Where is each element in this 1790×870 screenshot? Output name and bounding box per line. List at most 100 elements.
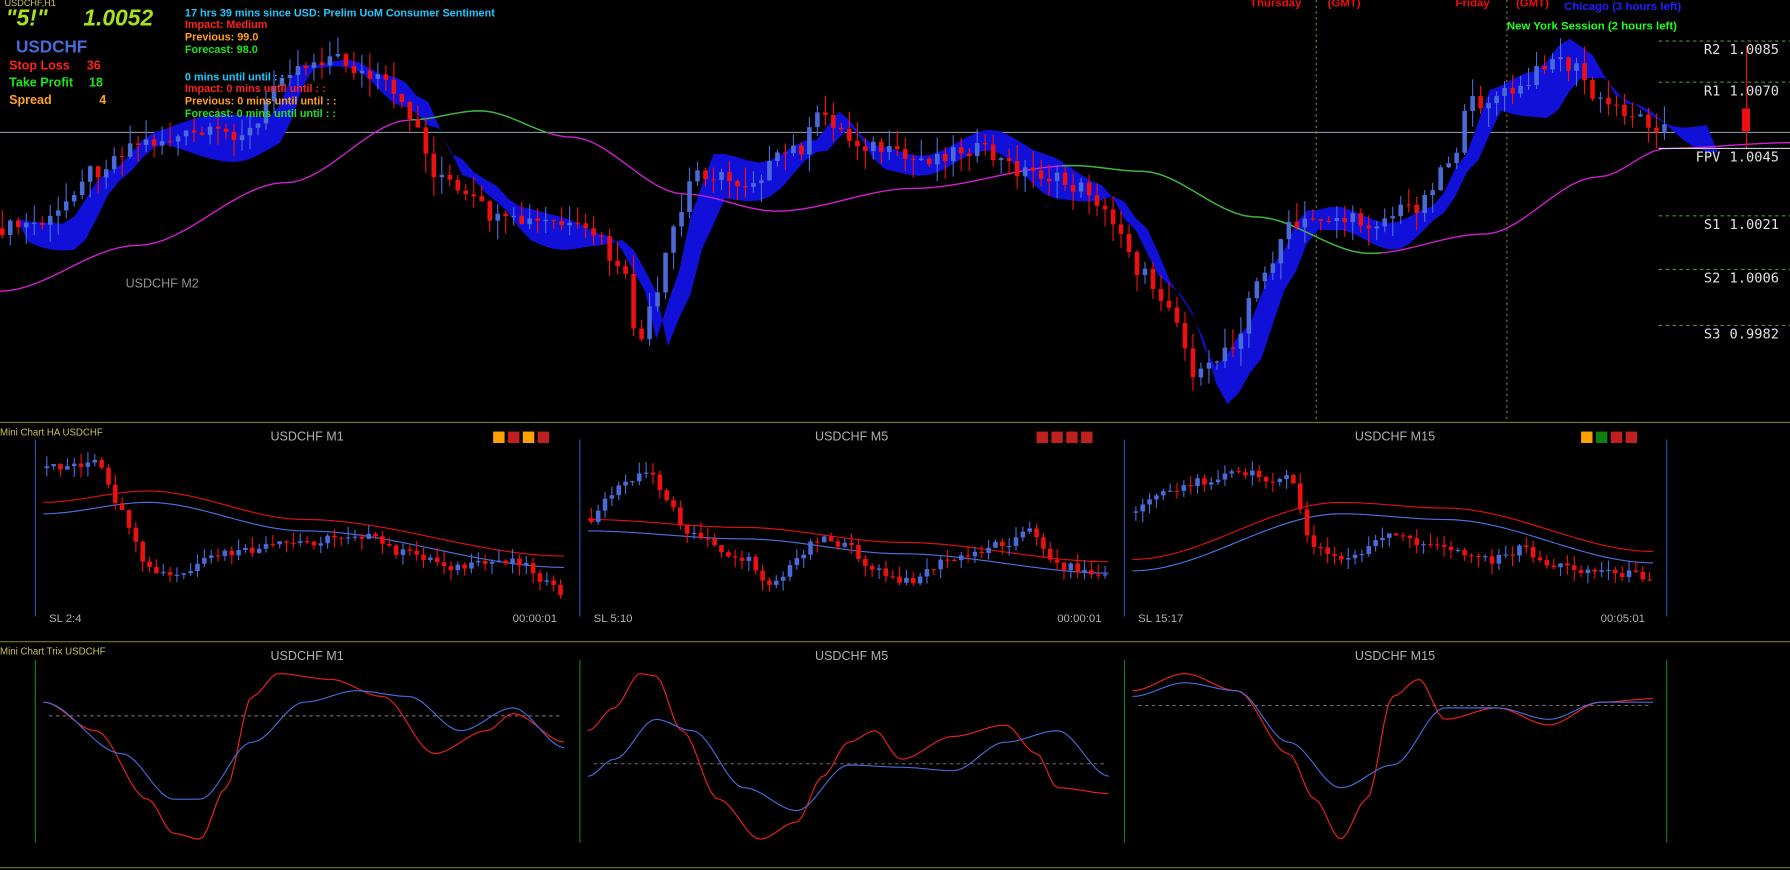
candle	[1400, 535, 1406, 537]
candle	[1469, 555, 1474, 557]
candle	[972, 551, 978, 557]
candle	[1089, 569, 1094, 575]
candle	[140, 541, 145, 562]
candle	[489, 561, 495, 564]
candle	[950, 147, 956, 162]
candle	[753, 556, 759, 571]
candle	[1256, 470, 1262, 478]
label: USDCHF M1	[270, 649, 343, 663]
candle	[447, 174, 453, 180]
candle	[503, 560, 509, 564]
candle	[1174, 307, 1180, 323]
candle	[463, 190, 469, 195]
candle	[609, 495, 615, 499]
label: 0.9982	[1729, 327, 1778, 343]
candle	[1494, 95, 1499, 104]
candle	[537, 573, 543, 582]
candle	[191, 130, 197, 133]
candle	[965, 555, 971, 557]
candle	[1462, 110, 1467, 153]
candle	[791, 145, 796, 154]
label: 00:00:01	[1057, 613, 1101, 625]
candle	[223, 128, 229, 132]
candle	[415, 119, 421, 128]
candle	[1208, 482, 1214, 485]
candle	[1462, 549, 1467, 556]
candle	[1133, 511, 1139, 513]
candle	[1526, 84, 1531, 87]
candle	[1318, 546, 1324, 549]
candle	[1286, 221, 1292, 240]
candle	[479, 196, 485, 202]
candle	[751, 183, 756, 187]
candle	[1230, 347, 1236, 349]
candle	[1654, 127, 1659, 132]
candle	[1345, 558, 1351, 560]
moving-average	[1061, 164, 1382, 255]
candle	[863, 558, 868, 566]
candle	[1414, 538, 1419, 546]
candle	[743, 186, 748, 188]
candle	[591, 228, 596, 236]
candle	[535, 218, 540, 221]
candle	[1606, 569, 1611, 572]
candle	[1662, 124, 1667, 132]
candle	[1302, 218, 1308, 228]
candle	[1398, 204, 1404, 217]
candle	[428, 557, 433, 561]
candle	[698, 532, 704, 539]
candle	[1027, 528, 1032, 532]
candle	[304, 541, 310, 543]
candle	[719, 545, 724, 553]
candle	[1140, 504, 1146, 512]
candle	[239, 135, 245, 141]
trix-signal	[587, 718, 1109, 812]
candle	[482, 561, 488, 564]
candle	[1619, 573, 1625, 578]
candle	[1373, 540, 1378, 547]
candle	[119, 503, 125, 511]
candle	[831, 114, 836, 128]
candle	[719, 172, 724, 180]
candle	[247, 127, 253, 136]
candle	[684, 525, 690, 534]
candle	[1334, 218, 1340, 222]
candle	[958, 147, 964, 154]
label: Previous: 0 mins until until : :	[185, 95, 337, 107]
candle	[1558, 563, 1563, 568]
candle	[982, 143, 988, 145]
label: 18	[89, 76, 103, 90]
candle	[986, 547, 991, 553]
candle	[739, 557, 745, 561]
candle	[575, 222, 580, 224]
candle	[231, 131, 237, 141]
candle	[103, 169, 109, 178]
candle	[255, 123, 261, 128]
candle	[92, 459, 98, 463]
candle	[783, 152, 788, 154]
candle	[325, 535, 330, 544]
candle	[1014, 161, 1020, 177]
candle	[297, 541, 303, 543]
candle	[318, 543, 324, 546]
candle	[1006, 545, 1012, 548]
candle	[856, 544, 861, 559]
candle	[1592, 569, 1598, 572]
candle	[808, 541, 813, 555]
candle	[113, 484, 118, 504]
candle	[849, 542, 854, 545]
candle	[495, 213, 501, 221]
candle	[1154, 495, 1159, 500]
candle	[1062, 172, 1068, 185]
candle	[1598, 97, 1603, 99]
candle	[351, 65, 357, 74]
candle	[687, 181, 692, 213]
candle	[1578, 569, 1584, 574]
candle	[1190, 348, 1196, 378]
candle	[167, 141, 173, 143]
candle	[1160, 491, 1166, 496]
label: (GMT)	[1516, 0, 1549, 9]
candle	[47, 215, 53, 225]
candle	[551, 580, 556, 585]
candle	[1326, 220, 1332, 222]
